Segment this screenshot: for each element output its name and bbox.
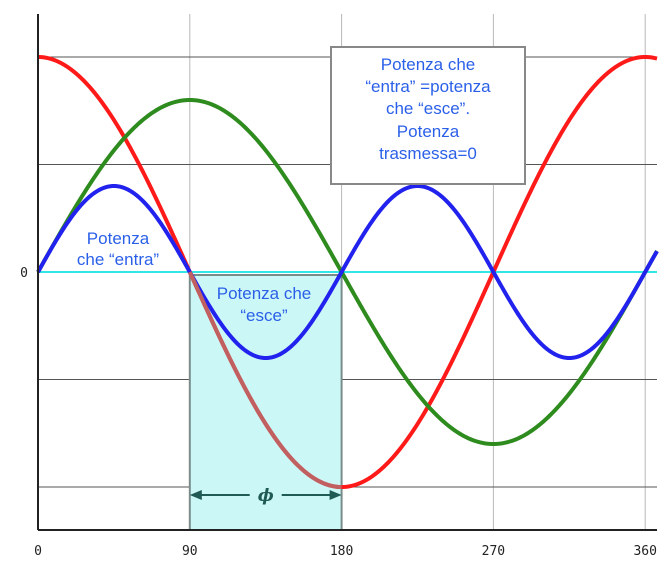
- info-box-line: trasmessa=0: [379, 144, 477, 163]
- annotation-line: che “entra”: [77, 250, 160, 269]
- phi-arrowhead-left: [189, 490, 202, 500]
- phi-arrow: ϕ: [189, 486, 342, 506]
- info-box: Potenza che “entra” =potenza che “esce”.…: [330, 46, 526, 185]
- x-tick-label: 270: [482, 544, 505, 559]
- annotation-line: Potenza che: [217, 284, 312, 303]
- info-box-frame: [330, 46, 526, 185]
- series-line-overlay: [187, 271, 342, 489]
- tick-labels: 0 90 180 270 360 0: [20, 266, 657, 559]
- axes: [37, 14, 657, 531]
- phi-arrowhead-right: [329, 490, 342, 500]
- phi-label: ϕ: [258, 486, 274, 506]
- series-group: [36, 55, 659, 489]
- annotation-power-enters: Potenza che “entra”: [77, 229, 160, 269]
- annotation-line: “esce”: [240, 306, 288, 325]
- info-box-line: Potenza: [397, 122, 460, 141]
- x-tick-label: 180: [330, 544, 353, 559]
- info-box-line: “entra” =potenza: [365, 77, 491, 96]
- x-tick-label: 90: [182, 544, 198, 559]
- x-tick-label: 360: [633, 544, 656, 559]
- info-box-line: che “esce”.: [386, 99, 470, 118]
- info-box-line: Potenza che: [381, 55, 476, 74]
- series-line: [37, 55, 658, 489]
- series-line: [36, 98, 659, 446]
- y-tick-label-zero: 0: [20, 266, 28, 281]
- x-tick-label: 0: [34, 544, 42, 559]
- annotation-power-exits: Potenza che “esce”: [217, 284, 312, 325]
- series-line: [36, 184, 659, 360]
- annotation-line: Potenza: [87, 229, 150, 248]
